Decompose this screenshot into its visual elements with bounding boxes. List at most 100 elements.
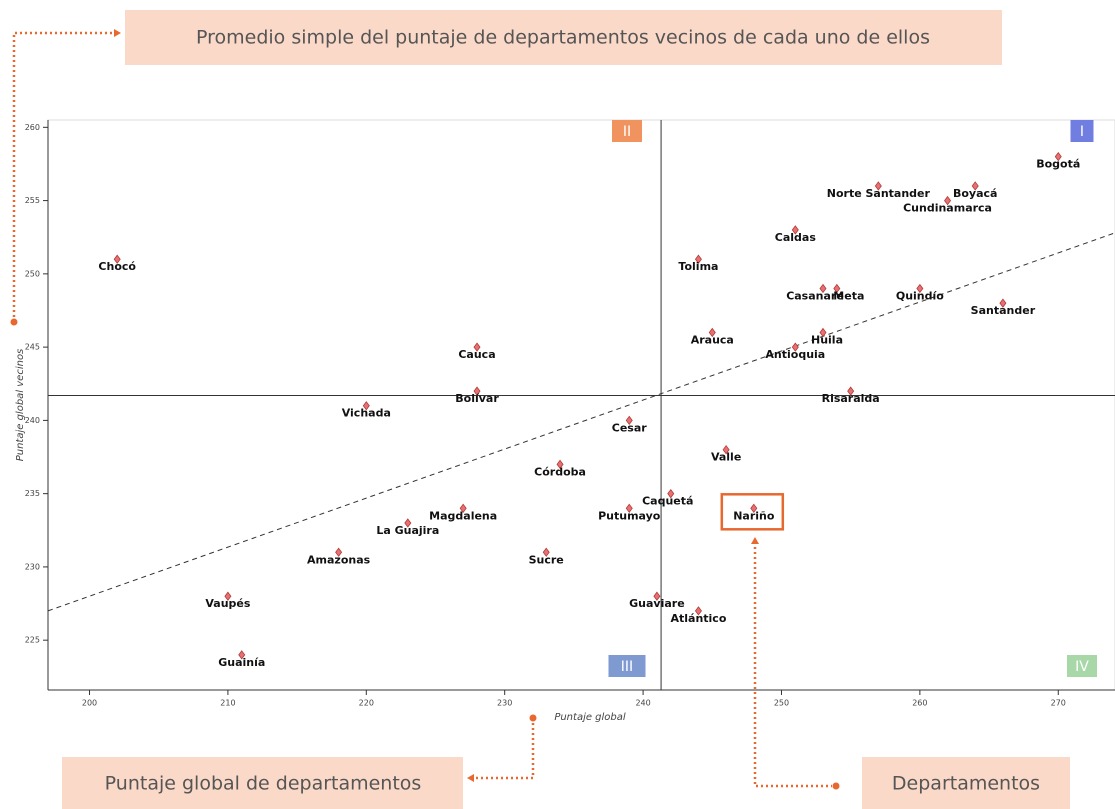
point-label: Córdoba bbox=[534, 465, 586, 478]
point-label: Casanare bbox=[786, 290, 844, 303]
quadrant-label: I bbox=[1080, 124, 1084, 140]
y-tick-label: 250 bbox=[25, 269, 40, 278]
point bbox=[556, 459, 564, 470]
y-tick-label: 240 bbox=[25, 416, 40, 425]
point bbox=[971, 181, 979, 191]
annotation: Departamentos bbox=[892, 773, 1040, 795]
annotation-box bbox=[62, 757, 463, 809]
quadrant-label: III bbox=[621, 659, 633, 675]
point bbox=[916, 283, 924, 294]
x-tick-label: 240 bbox=[635, 699, 650, 708]
annotation-box bbox=[125, 10, 1002, 65]
point bbox=[473, 342, 481, 352]
point bbox=[653, 591, 661, 601]
point bbox=[847, 386, 855, 396]
point bbox=[694, 606, 702, 616]
point bbox=[819, 327, 827, 338]
point-label: Vichada bbox=[342, 407, 391, 420]
point-label: Meta bbox=[833, 290, 864, 303]
point-label: Caquetá bbox=[642, 495, 693, 508]
quadrant-label: II bbox=[623, 124, 631, 140]
point-label: Nariño bbox=[733, 509, 775, 522]
point-label: Caldas bbox=[775, 231, 817, 244]
y-tick-label: 235 bbox=[25, 489, 40, 498]
point-label: Amazonas bbox=[307, 553, 371, 566]
point bbox=[819, 283, 827, 294]
y-tick-label: 245 bbox=[25, 343, 40, 352]
point-label: Cundinamarca bbox=[903, 202, 992, 215]
y-tick-label: 225 bbox=[25, 636, 40, 645]
point-label: Arauca bbox=[691, 333, 734, 346]
point bbox=[404, 518, 412, 528]
connectors bbox=[12, 31, 832, 788]
trend-line bbox=[47, 232, 1115, 612]
highlight-box bbox=[720, 493, 785, 531]
y-tick-label: 260 bbox=[25, 123, 40, 132]
point-label: Antioquia bbox=[765, 348, 825, 361]
point-label: Vaupés bbox=[205, 597, 251, 610]
point bbox=[1054, 151, 1062, 162]
connector-ends bbox=[10, 29, 840, 790]
point-label: Guaviare bbox=[629, 597, 685, 610]
annotation: Puntaje global de departamentos bbox=[105, 773, 422, 795]
point-label: Boyacá bbox=[953, 187, 997, 200]
point-label: Cesar bbox=[612, 421, 648, 434]
x-tick-label: 200 bbox=[82, 699, 97, 708]
point-label: Huila bbox=[811, 333, 843, 346]
point bbox=[625, 503, 633, 513]
x-tick-label: 220 bbox=[359, 699, 374, 708]
point-label: Valle bbox=[711, 451, 741, 464]
point-label: Putumayo bbox=[598, 509, 661, 522]
quadrant-badge bbox=[612, 120, 642, 142]
point bbox=[238, 650, 246, 660]
point bbox=[833, 283, 841, 294]
point bbox=[625, 415, 633, 426]
x-tick-label: 260 bbox=[912, 699, 927, 708]
annotation: Promedio simple del puntaje de departame… bbox=[196, 27, 930, 49]
point bbox=[473, 386, 481, 396]
point bbox=[791, 225, 799, 235]
quadrant-label: IV bbox=[1075, 659, 1089, 675]
point-label: Tolima bbox=[678, 260, 718, 273]
point-label: Bogotá bbox=[1036, 158, 1080, 171]
x-axis-title: Puntaje global bbox=[554, 712, 626, 723]
point bbox=[791, 342, 799, 352]
point bbox=[944, 195, 952, 206]
point-label: Atlántico bbox=[670, 612, 726, 625]
point bbox=[708, 327, 716, 338]
point bbox=[667, 488, 675, 499]
point-label: Sucre bbox=[529, 553, 564, 566]
quadrant-badge bbox=[1070, 120, 1094, 142]
point bbox=[362, 401, 370, 411]
annotation-box bbox=[862, 757, 1070, 809]
x-tick-label: 210 bbox=[220, 699, 235, 708]
point-label: Bolívar bbox=[455, 392, 499, 405]
y-tick-label: 230 bbox=[25, 562, 40, 571]
point-label: Cauca bbox=[458, 348, 495, 361]
point bbox=[335, 547, 343, 557]
point bbox=[542, 547, 550, 557]
x-tick-label: 250 bbox=[774, 699, 789, 708]
point-label: Santander bbox=[971, 304, 1036, 317]
x-tick-label: 230 bbox=[497, 699, 512, 708]
point-label: Norte Santander bbox=[827, 187, 931, 200]
point-label: Risaralda bbox=[822, 392, 880, 405]
y-axis-title: Puntaje global vecinos bbox=[15, 349, 26, 462]
point-label: Guainía bbox=[218, 656, 265, 669]
point-label: Quindío bbox=[896, 290, 944, 303]
point-label: La Guajira bbox=[376, 524, 439, 537]
point bbox=[459, 503, 467, 513]
point bbox=[874, 181, 882, 191]
y-tick-label: 255 bbox=[25, 196, 40, 205]
quadrant-badge bbox=[1067, 655, 1097, 677]
point-label: Magdalena bbox=[429, 509, 497, 522]
point bbox=[722, 445, 730, 455]
point bbox=[694, 254, 702, 264]
point-label: Chocó bbox=[98, 260, 136, 273]
point bbox=[750, 503, 758, 513]
point bbox=[113, 254, 121, 264]
point bbox=[224, 591, 232, 601]
x-tick-label: 270 bbox=[1051, 699, 1066, 708]
quadrant-badge bbox=[608, 655, 646, 677]
